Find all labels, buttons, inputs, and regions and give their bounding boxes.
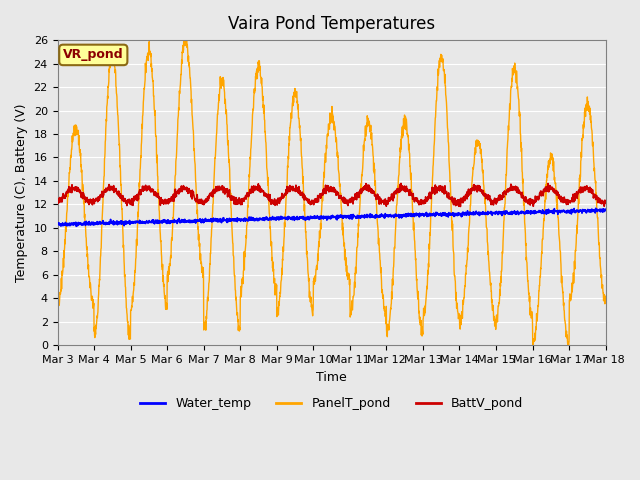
Legend: Water_temp, PanelT_pond, BattV_pond: Water_temp, PanelT_pond, BattV_pond bbox=[135, 392, 528, 415]
Title: Vaira Pond Temperatures: Vaira Pond Temperatures bbox=[228, 15, 435, 33]
X-axis label: Time: Time bbox=[316, 371, 347, 384]
Y-axis label: Temperature (C), Battery (V): Temperature (C), Battery (V) bbox=[15, 103, 28, 282]
Text: VR_pond: VR_pond bbox=[63, 48, 124, 61]
